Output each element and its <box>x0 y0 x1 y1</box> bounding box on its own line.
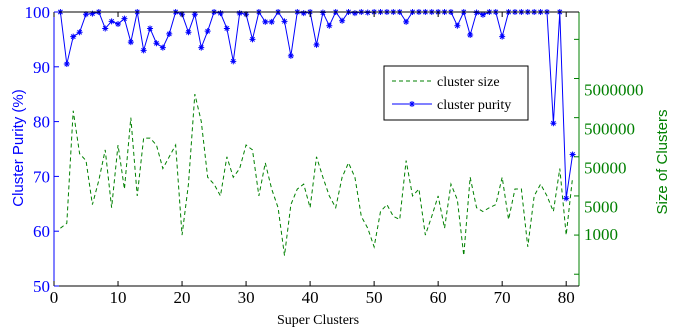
right-y-axis-title: Size of Clusters <box>654 109 671 214</box>
right-y-tick-label: 500000 <box>584 119 635 138</box>
cluster-purity-point <box>499 33 506 40</box>
cluster-purity-point <box>313 41 320 48</box>
cluster-purity-point <box>300 10 307 17</box>
left-y-tick-label: 80 <box>33 113 50 132</box>
cluster-purity-point <box>159 44 166 51</box>
cluster-purity-point <box>236 10 243 17</box>
cluster-purity-point <box>479 11 486 18</box>
x-tick-label: 0 <box>50 288 59 307</box>
cluster-purity-point <box>287 52 294 59</box>
cluster-purity-point <box>121 15 128 22</box>
cluster-purity-point <box>204 28 211 35</box>
left-y-tick-label: 100 <box>25 3 51 22</box>
x-tick-label: 10 <box>110 288 127 307</box>
cluster-purity-point <box>268 18 275 25</box>
left-y-tick-label: 60 <box>33 222 50 241</box>
x-tick-label: 60 <box>430 288 447 307</box>
legend-entry-cluster-purity: cluster purity <box>392 98 511 113</box>
x-tick-label: 80 <box>558 288 575 307</box>
legend: cluster size cluster purity <box>383 65 529 121</box>
cluster-purity-point <box>262 18 269 25</box>
cluster-purity-point <box>230 58 237 65</box>
x-tick-label: 30 <box>238 288 255 307</box>
cluster-purity-point <box>467 32 474 39</box>
cluster-purity-point <box>191 11 198 18</box>
cluster-purity-point <box>153 40 160 47</box>
cluster-purity-point <box>326 22 333 29</box>
legend-marker-cluster-purity <box>409 101 415 107</box>
cluster-purity-point <box>223 25 230 32</box>
left-y-tick-label: 70 <box>33 167 50 186</box>
right-y-tick-label: 50000 <box>584 159 627 178</box>
legend-entry-cluster-size: cluster size <box>392 75 500 90</box>
cluster-purity-point <box>70 33 77 40</box>
cluster-purity-point <box>63 61 70 68</box>
left-y-tick-label: 90 <box>33 58 50 77</box>
cluster-purity-point <box>403 18 410 25</box>
cluster-purity-point <box>364 9 371 16</box>
right-y-tick-label: 1000 <box>584 225 618 244</box>
plot-area <box>57 9 576 256</box>
cluster-purity-point <box>89 10 96 17</box>
x-tick-label: 20 <box>174 288 191 307</box>
right-y-tick-label: 5000 <box>584 198 618 217</box>
cluster-purity-point <box>76 29 83 36</box>
x-tick-label: 70 <box>494 288 511 307</box>
x-axis-title: Super Clusters <box>277 313 359 328</box>
legend-box <box>383 65 529 121</box>
x-tick-label: 40 <box>302 288 319 307</box>
cluster-purity-point <box>281 18 288 25</box>
cluster-purity-point <box>569 151 576 158</box>
cluster-purity-point <box>83 11 90 18</box>
cluster-purity-point <box>217 10 224 17</box>
cluster-purity-point <box>319 9 326 16</box>
cluster-purity-point <box>550 120 557 127</box>
cluster-purity-point <box>454 22 461 29</box>
cluster-purity-point <box>339 17 346 24</box>
left-y-tick-label: 50 <box>33 277 50 296</box>
cluster-purity-point <box>249 36 256 43</box>
cluster-purity-point <box>473 9 480 16</box>
cluster-purity-point <box>127 39 134 46</box>
axes: 0 10 20 30 40 50 60 70 80 50 60 70 80 90 100 1000 5000 50… <box>25 3 644 307</box>
left-y-axis-title: Cluster Purity (%) <box>10 89 27 207</box>
right-y-tick-label: 5000000 <box>584 80 644 99</box>
cluster-purity-point <box>185 29 192 36</box>
cluster-purity-point <box>198 44 205 51</box>
cluster-purity-point <box>102 25 109 32</box>
legend-label-cluster-size: cluster size <box>437 75 500 90</box>
cluster-purity-point <box>166 30 173 37</box>
cluster-purity-point <box>115 21 122 28</box>
cluster-purity-point <box>147 25 154 32</box>
legend-label-cluster-purity: cluster purity <box>437 98 511 113</box>
cluster-purity-point <box>108 18 115 25</box>
series-cluster-size-line <box>60 93 574 256</box>
cluster-purity-point <box>563 195 570 202</box>
x-tick-label: 50 <box>366 288 383 307</box>
cluster-purity-point <box>351 10 358 17</box>
cluster-purity-point <box>140 47 147 54</box>
